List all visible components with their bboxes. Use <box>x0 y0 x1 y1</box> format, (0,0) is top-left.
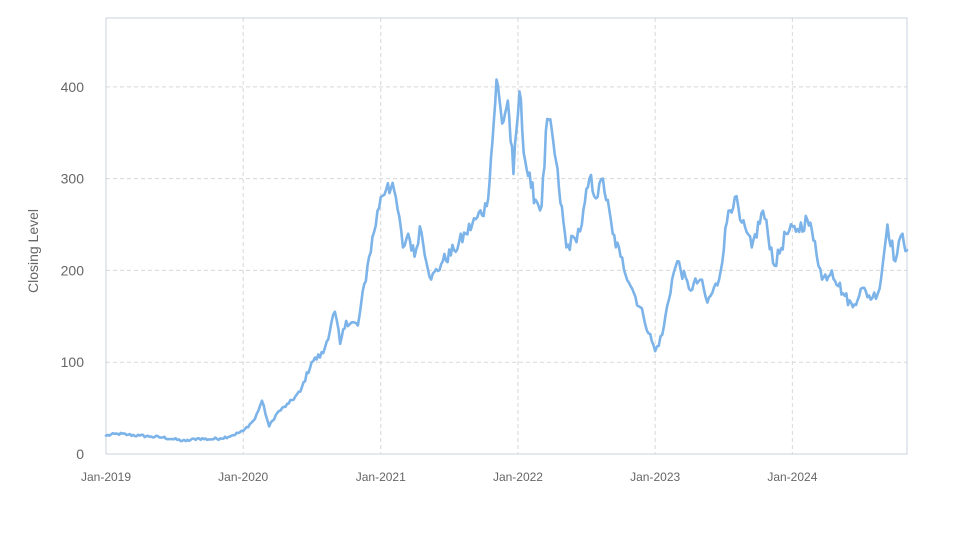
x-tick-label: Jan-2024 <box>767 470 817 484</box>
y-tick-label: 400 <box>61 79 85 95</box>
y-tick-labels: 0 100 200 300 400 <box>61 79 85 462</box>
y-gridlines <box>106 86 907 363</box>
y-tick-label: 0 <box>76 446 84 462</box>
y-axis-label: Closing Level <box>25 209 41 293</box>
series-line <box>104 78 909 443</box>
x-tick-label: Jan-2021 <box>356 470 406 484</box>
y-tick-label: 100 <box>61 354 85 370</box>
axes-frame <box>105 17 908 455</box>
y-tick-label: 300 <box>61 171 85 187</box>
x-tick-label: Jan-2023 <box>630 470 680 484</box>
x-tick-label: Jan-2020 <box>218 470 268 484</box>
axes <box>105 17 908 455</box>
x-gridlines <box>242 18 793 454</box>
x-tick-labels: Jan-2019 Jan-2020 Jan-2021 Jan-2022 Jan-2023… <box>81 470 818 484</box>
x-tick-label: Jan-2019 <box>81 470 131 484</box>
x-tick-label: Jan-2022 <box>493 470 543 484</box>
y-tick-label: 200 <box>61 262 85 278</box>
plot-area <box>106 18 907 454</box>
